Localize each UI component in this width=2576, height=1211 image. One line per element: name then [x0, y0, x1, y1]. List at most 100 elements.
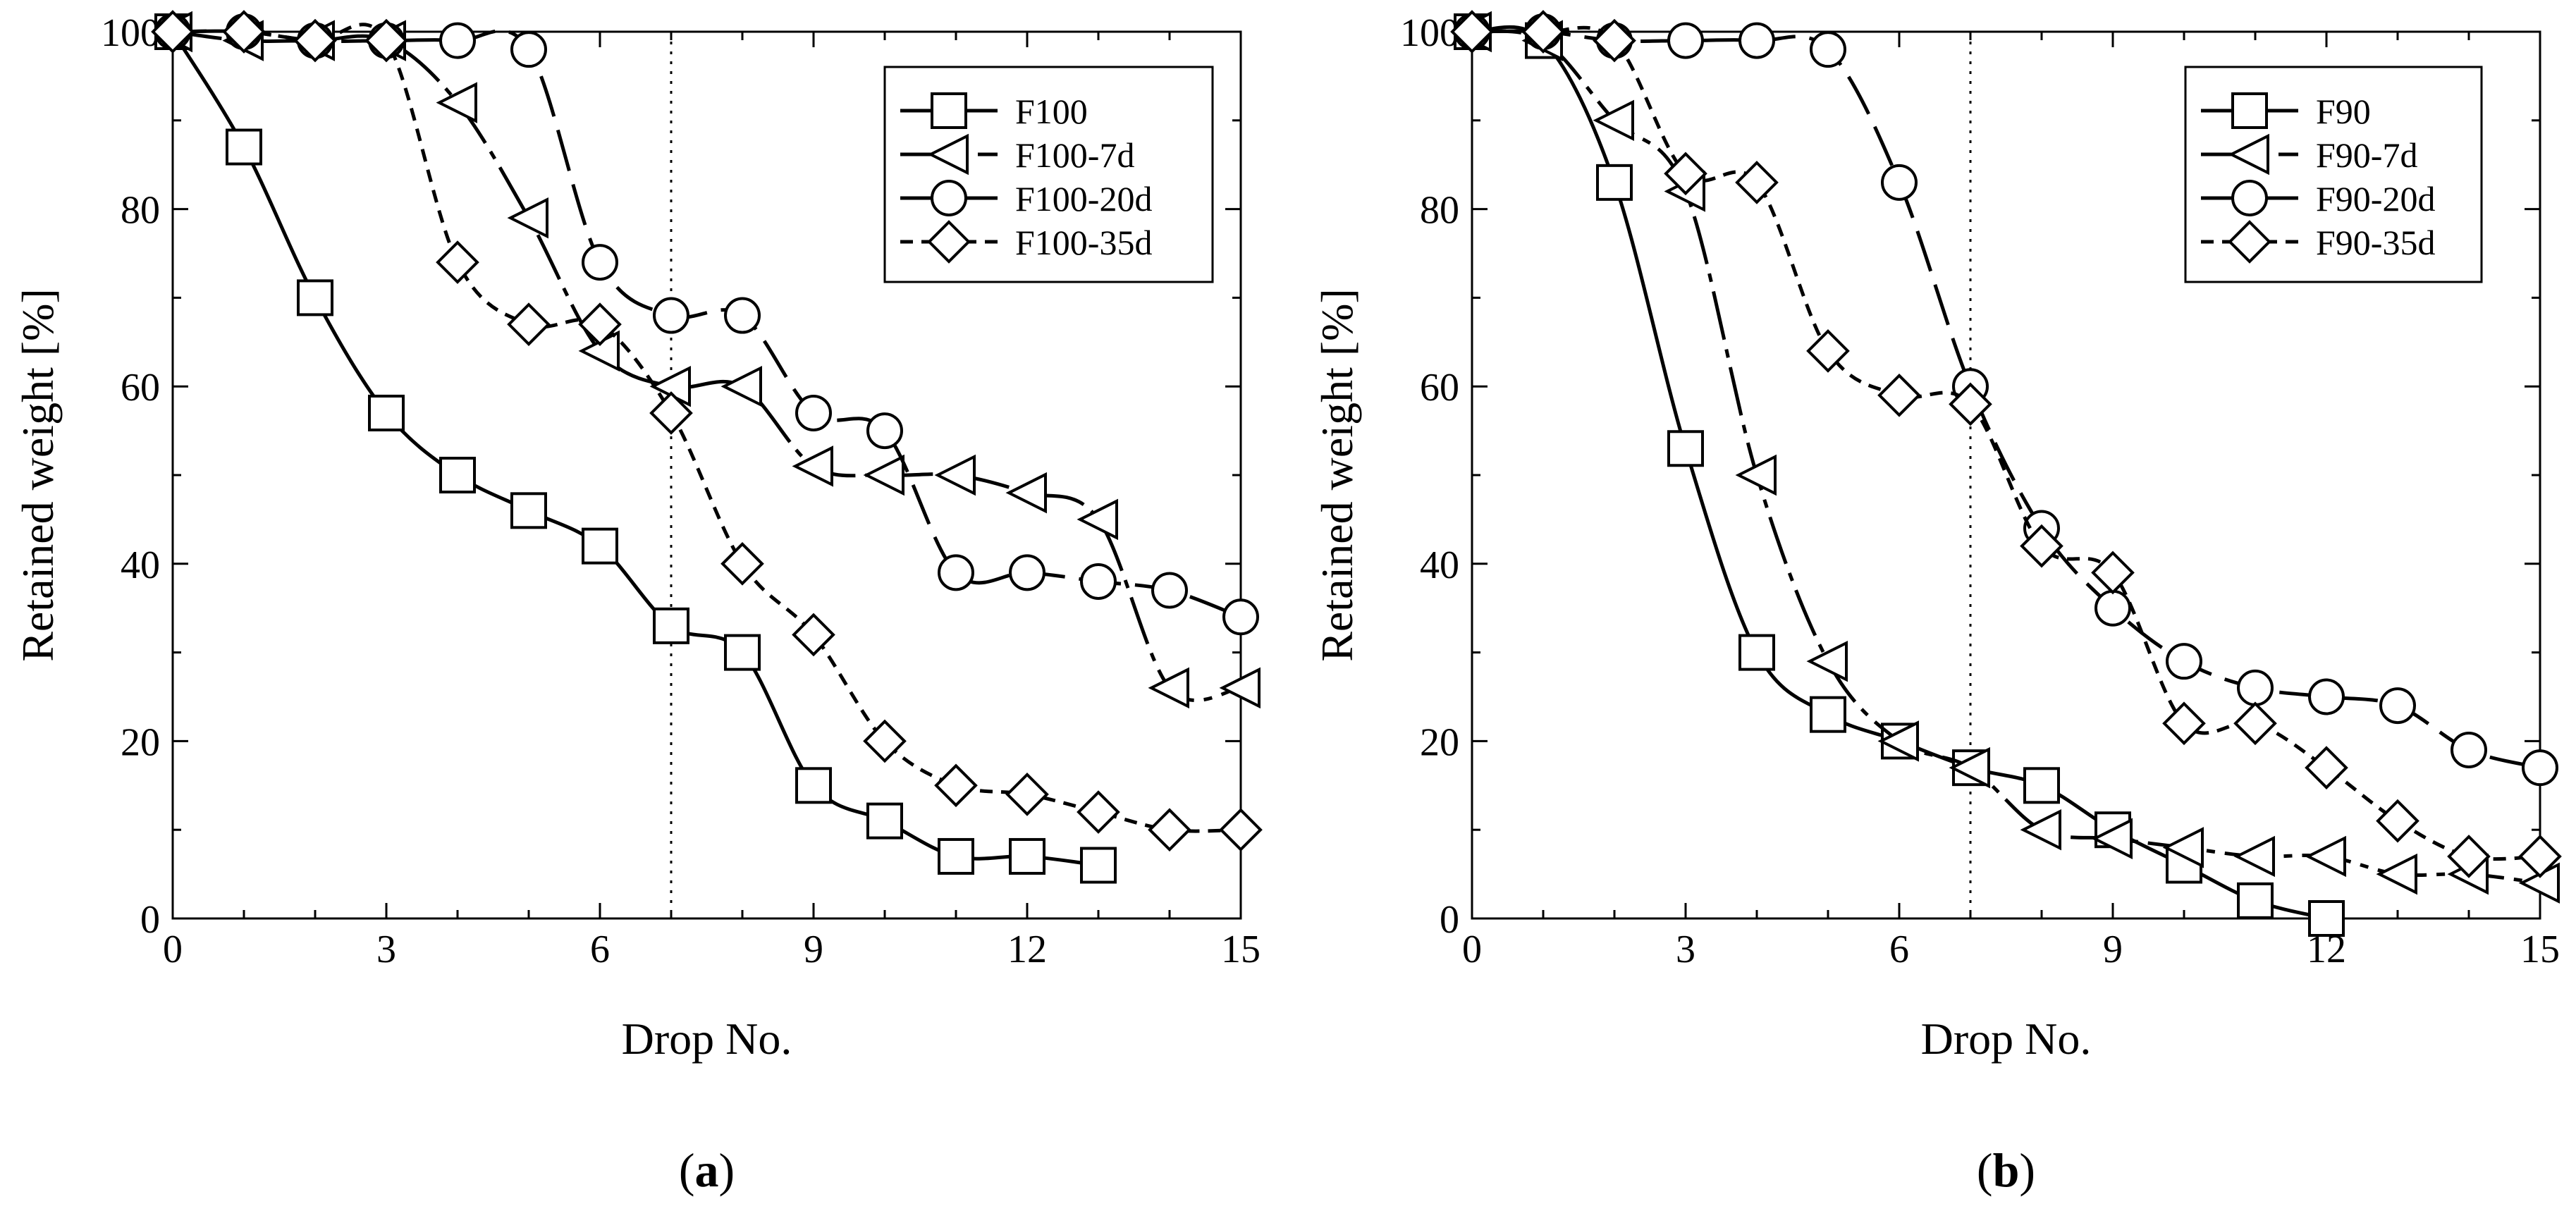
data-point: [1949, 746, 1990, 789]
data-point: [1077, 498, 1118, 541]
legend-label: F90-20d: [2316, 179, 2435, 219]
series-F90-35d: [1450, 10, 2562, 878]
data-point: [2233, 835, 2275, 878]
data-point: [1738, 22, 1775, 59]
data-point: [582, 527, 618, 565]
legend-marker: [2228, 220, 2271, 264]
data-point: [934, 763, 978, 808]
data-point: [2020, 524, 2063, 568]
data-point: [720, 365, 762, 407]
data-point: [938, 554, 974, 591]
legend-marker: [2228, 133, 2269, 176]
data-point: [222, 10, 266, 54]
legend-label: F90-35d: [2316, 223, 2435, 262]
data-point: [2091, 818, 2133, 860]
data-point: [795, 394, 832, 431]
data-point: [1593, 18, 1636, 63]
data-point: [2233, 701, 2277, 746]
panel-label: (a): [679, 1143, 735, 1197]
data-point: [2162, 701, 2206, 746]
data-point: [436, 82, 477, 123]
series-F90-7d: [1450, 11, 2560, 904]
data-point: [2518, 835, 2562, 878]
data-point: [2237, 882, 2274, 919]
data-point: [1735, 161, 1779, 204]
data-point: [866, 802, 903, 840]
data-point: [1877, 720, 1919, 762]
series-F100-20d: [154, 13, 1259, 636]
y-tick-label: 100: [1400, 11, 1459, 55]
legend-marker: [927, 133, 969, 176]
data-point: [578, 302, 622, 346]
data-point: [151, 10, 195, 54]
data-point: [863, 719, 907, 763]
legend-marker: [2231, 180, 2268, 216]
data-point: [1219, 667, 1261, 709]
data-point: [1949, 382, 1992, 426]
data-point: [2091, 551, 2135, 595]
data-point: [2308, 900, 2345, 937]
data-point: [2376, 799, 2419, 843]
legend-marker: [931, 92, 967, 129]
data-point: [2376, 853, 2417, 895]
y-tick-label: 60: [1420, 366, 1459, 410]
data-point: [2379, 687, 2416, 725]
y-tick-label: 0: [140, 898, 160, 942]
y-tick-label: 60: [121, 366, 160, 410]
y-tick-label: 20: [1420, 720, 1459, 764]
data-point: [1593, 99, 1634, 142]
data-point: [297, 279, 333, 316]
data-point: [1080, 847, 1117, 884]
y-tick-label: 100: [101, 11, 160, 55]
data-point: [226, 128, 262, 166]
y-tick-label: 80: [1420, 189, 1459, 233]
data-point: [1009, 554, 1045, 591]
data-point: [1219, 808, 1263, 852]
panel-a: 0 3 6 9 12 15 0 20 40 60 80 100 Drop No. Retained wei…: [13, 10, 1263, 1197]
y-tick-label: 0: [1440, 898, 1459, 942]
y-tick-label: 40: [121, 543, 160, 587]
data-point: [1810, 31, 1846, 68]
data-point: [1080, 563, 1117, 600]
x-tick-label: 0: [163, 928, 183, 971]
data-point: [1877, 373, 1921, 417]
data-point: [2451, 731, 2487, 768]
legend-marker: [2231, 92, 2268, 129]
data-point: [2094, 589, 2131, 627]
data-point: [1806, 640, 1848, 682]
x-tick-label: 9: [804, 928, 823, 971]
data-point: [2020, 809, 2061, 851]
data-point: [582, 244, 618, 281]
data-point: [792, 445, 833, 487]
y-tick-label: 20: [121, 720, 160, 764]
data-point: [1148, 667, 1189, 709]
legend-marker: [927, 220, 971, 264]
data-point: [1009, 837, 1045, 875]
data-point: [866, 412, 903, 450]
series-F100-35d: [151, 10, 1263, 852]
data-point: [2522, 749, 2558, 787]
data-point: [2237, 669, 2274, 706]
data-point: [1151, 572, 1188, 609]
data-point: [1738, 634, 1775, 671]
legend-label: F90-7d: [2316, 135, 2417, 175]
x-tick-label: 3: [376, 928, 396, 971]
data-point: [724, 297, 761, 334]
x-tick-label: 6: [590, 928, 610, 971]
data-point: [1596, 164, 1633, 201]
x-axis-label: Drop No.: [622, 1014, 792, 1064]
data-point: [2166, 643, 2202, 680]
data-point: [1521, 10, 1565, 54]
x-tick-label: 15: [1221, 928, 1261, 971]
data-point: [795, 767, 832, 804]
y-axis-label: Retained weight [%]: [1312, 288, 1362, 662]
data-point: [2308, 678, 2345, 715]
data-point: [653, 607, 689, 644]
x-tick-label: 6: [1889, 928, 1909, 971]
data-point: [720, 541, 764, 586]
data-point: [1005, 472, 1047, 514]
data-point: [436, 240, 479, 284]
legend-label: F100-7d: [1015, 135, 1134, 175]
